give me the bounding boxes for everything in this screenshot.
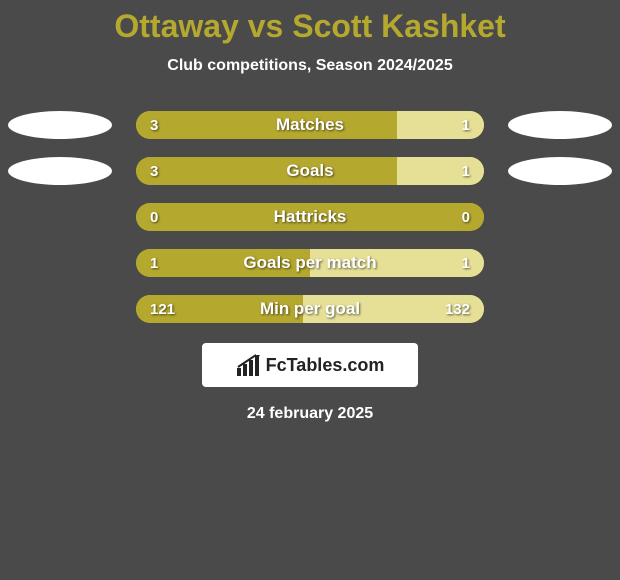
player-oval-right <box>508 157 612 185</box>
stat-bar: 00Hattricks <box>136 203 484 231</box>
branding-badge: FcTables.com <box>202 343 418 387</box>
oval-placeholder <box>508 249 612 277</box>
subtitle: Club competitions, Season 2024/2025 <box>167 57 452 75</box>
date-text: 24 february 2025 <box>247 405 373 423</box>
stat-bar: 31Matches <box>136 111 484 139</box>
oval-placeholder <box>8 203 112 231</box>
stat-row: 31Goals <box>0 157 620 185</box>
stat-bar: 31Goals <box>136 157 484 185</box>
stat-row: 121132Min per goal <box>0 295 620 323</box>
stat-row: 00Hattricks <box>0 203 620 231</box>
stat-label: Goals <box>136 157 484 185</box>
stat-label: Goals per match <box>136 249 484 277</box>
stat-label: Hattricks <box>136 203 484 231</box>
comparison-chart: 31Matches 31Goals 00Hattricks 11Goals per m… <box>0 111 620 323</box>
oval-placeholder <box>8 249 112 277</box>
player-oval-left <box>8 111 112 139</box>
stat-bar: 121132Min per goal <box>136 295 484 323</box>
oval-placeholder <box>508 203 612 231</box>
stat-label: Matches <box>136 111 484 139</box>
oval-placeholder <box>8 295 112 323</box>
stat-row: 31Matches <box>0 111 620 139</box>
stat-label: Min per goal <box>136 295 484 323</box>
oval-placeholder <box>508 295 612 323</box>
chart-icon <box>236 354 260 376</box>
player-oval-left <box>8 157 112 185</box>
player-oval-right <box>508 111 612 139</box>
page-title: Ottaway vs Scott Kashket <box>114 8 505 45</box>
branding-text: FcTables.com <box>266 355 385 376</box>
stat-bar: 11Goals per match <box>136 249 484 277</box>
stat-row: 11Goals per match <box>0 249 620 277</box>
